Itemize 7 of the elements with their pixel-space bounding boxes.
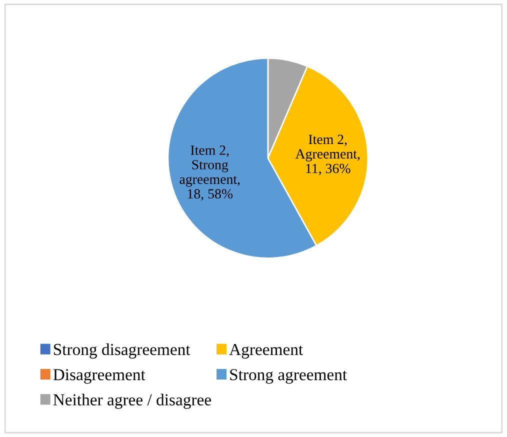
legend-label: Agreement <box>229 344 304 359</box>
data-label: Item 2, Strong agreement, 18, 58% <box>180 146 240 201</box>
data-label: Item 2, Agreement, 11, 36% <box>295 134 360 176</box>
legend-label: Strong agreement <box>230 369 347 384</box>
legend-label: Neither agree / disagree <box>53 394 211 409</box>
legend-label: Strong disagreement <box>54 343 190 359</box>
legend-label: Disagreement <box>53 369 146 384</box>
